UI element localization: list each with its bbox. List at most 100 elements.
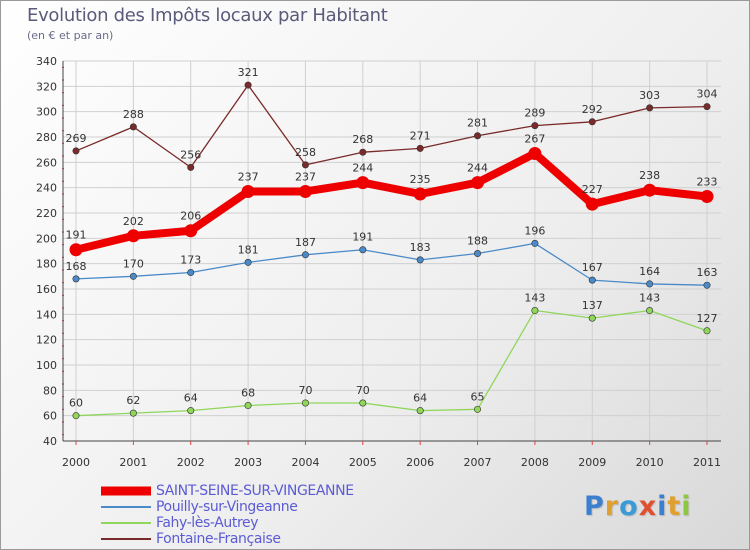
x-tick-label: 2003 bbox=[234, 456, 262, 469]
data-point bbox=[531, 239, 539, 247]
data-point bbox=[301, 399, 309, 407]
data-label: 288 bbox=[123, 108, 144, 121]
data-label: 164 bbox=[639, 265, 660, 278]
data-point bbox=[187, 163, 195, 171]
legend-swatch bbox=[101, 486, 151, 496]
x-tick-label: 2007 bbox=[464, 456, 492, 469]
data-label: 65 bbox=[471, 390, 485, 403]
legend-label: Fontaine-Française bbox=[156, 531, 281, 547]
data-label: 235 bbox=[410, 173, 431, 186]
legend-label: Fahy-lès-Autrey bbox=[156, 515, 259, 531]
data-label: 238 bbox=[639, 169, 660, 182]
logo-letter: i bbox=[681, 491, 692, 522]
data-label: 244 bbox=[467, 162, 488, 175]
data-point bbox=[301, 251, 309, 259]
data-label: 191 bbox=[352, 231, 373, 244]
data-label: 233 bbox=[697, 176, 718, 189]
data-label: 292 bbox=[582, 103, 603, 116]
y-tick-label: 280 bbox=[36, 131, 57, 144]
data-label: 163 bbox=[697, 266, 718, 279]
y-tick-label: 120 bbox=[36, 334, 57, 347]
data-point bbox=[703, 103, 711, 111]
data-point bbox=[359, 246, 367, 254]
legend-swatch bbox=[101, 538, 151, 540]
x-tick-label: 2000 bbox=[62, 456, 90, 469]
data-label: 167 bbox=[582, 261, 603, 274]
logo-letter: P bbox=[584, 491, 605, 522]
data-label: 64 bbox=[413, 392, 427, 405]
logo-letter: i bbox=[657, 491, 668, 522]
data-label: 267 bbox=[524, 132, 545, 145]
data-point bbox=[646, 280, 654, 288]
data-label: 269 bbox=[66, 132, 87, 145]
series-line bbox=[75, 309, 708, 417]
x-tick-label: 2005 bbox=[349, 456, 377, 469]
data-point bbox=[416, 144, 424, 152]
legend-swatch bbox=[101, 506, 151, 508]
data-label: 68 bbox=[241, 387, 255, 400]
data-point bbox=[646, 104, 654, 112]
data-point bbox=[301, 161, 309, 169]
data-label: 303 bbox=[639, 89, 660, 102]
data-point bbox=[703, 327, 711, 335]
y-tick-label: 80 bbox=[43, 384, 57, 397]
data-point bbox=[72, 147, 80, 155]
y-tick-label: 60 bbox=[43, 410, 57, 423]
data-label: 170 bbox=[123, 257, 144, 270]
data-label: 191 bbox=[66, 229, 87, 242]
y-tick-label: 100 bbox=[36, 359, 57, 372]
x-tick-label: 2009 bbox=[578, 456, 606, 469]
data-label: 202 bbox=[123, 215, 144, 228]
data-label: 64 bbox=[184, 392, 198, 405]
data-label: 187 bbox=[295, 236, 316, 249]
data-point bbox=[474, 405, 482, 413]
legend-label: Pouilly-sur-Vingeanne bbox=[156, 499, 298, 515]
data-label: 281 bbox=[467, 117, 488, 130]
legend-swatch bbox=[101, 522, 151, 524]
y-tick-label: 320 bbox=[36, 80, 57, 93]
data-label: 304 bbox=[697, 88, 718, 101]
data-point bbox=[244, 258, 252, 266]
y-tick-label: 180 bbox=[36, 258, 57, 271]
y-tick-label: 240 bbox=[36, 182, 57, 195]
data-point bbox=[72, 412, 80, 420]
data-point bbox=[356, 176, 370, 190]
data-label: 196 bbox=[524, 224, 545, 237]
data-point bbox=[646, 307, 654, 315]
data-point bbox=[129, 123, 137, 131]
data-point bbox=[528, 146, 542, 160]
data-label: 143 bbox=[524, 292, 545, 305]
data-point bbox=[474, 250, 482, 258]
data-label: 237 bbox=[238, 170, 259, 183]
data-label: 127 bbox=[697, 312, 718, 325]
y-tick-label: 340 bbox=[36, 55, 57, 68]
data-point bbox=[588, 314, 596, 322]
data-label: 60 bbox=[69, 397, 83, 410]
logo-letter: x bbox=[638, 491, 658, 522]
data-point bbox=[531, 307, 539, 315]
data-point bbox=[69, 243, 83, 257]
data-point bbox=[184, 224, 198, 238]
y-tick-label: 140 bbox=[36, 308, 57, 321]
logo-letter: r bbox=[604, 491, 620, 522]
data-label: 173 bbox=[180, 254, 201, 267]
y-tick-label: 200 bbox=[36, 232, 57, 245]
data-label: 268 bbox=[352, 133, 373, 146]
data-point bbox=[244, 81, 252, 89]
data-point bbox=[416, 256, 424, 264]
data-label: 206 bbox=[180, 210, 201, 223]
data-point bbox=[129, 272, 137, 280]
y-tick-label: 260 bbox=[36, 156, 57, 169]
data-label: 62 bbox=[126, 394, 140, 407]
series-line bbox=[72, 149, 711, 254]
data-point bbox=[359, 148, 367, 156]
data-point bbox=[298, 184, 312, 198]
data-label: 181 bbox=[238, 243, 259, 256]
data-point bbox=[129, 409, 137, 417]
proxiti-logo: Proxiti bbox=[584, 491, 692, 522]
x-tick-label: 2002 bbox=[177, 456, 205, 469]
data-point bbox=[585, 197, 599, 211]
data-point bbox=[187, 407, 195, 415]
